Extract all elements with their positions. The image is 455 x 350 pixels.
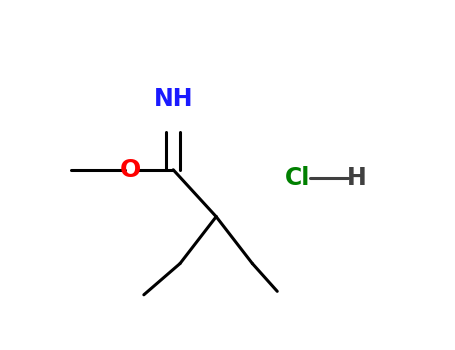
Text: NH: NH [153, 86, 193, 111]
Text: O: O [120, 158, 141, 182]
Text: Cl: Cl [285, 167, 310, 190]
Text: H: H [347, 167, 366, 190]
